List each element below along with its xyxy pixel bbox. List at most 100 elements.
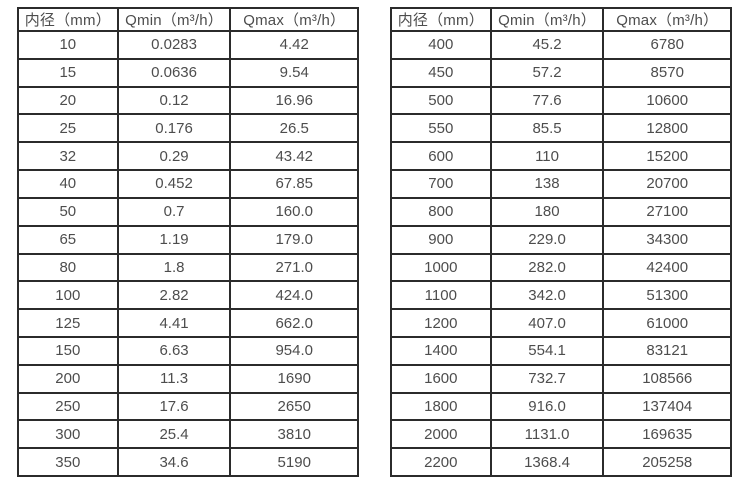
table-cell: 6.63 [116,335,232,366]
table-row: 350 34.6 5190 [17,447,359,477]
table-row: 1000 282.0 42400 [390,252,732,283]
table-row: 550 85.5 12800 [390,113,732,144]
table-cell: 1800 [390,391,492,422]
table-cell: 2200 [390,447,492,477]
table-cell: 32 [17,141,119,172]
table-cell: 67.85 [229,169,359,199]
table-cell: 1100 [390,280,492,311]
table-body: 400 45.2 6780 450 57.2 8570 500 77.6 10600 550 85.… [390,30,732,477]
column-header: 内径（mm） [390,7,492,32]
table-cell: 169635 [602,419,732,450]
table-cell: 34.6 [116,447,232,477]
table-cell: 2000 [390,419,492,450]
table-cell: 800 [390,196,492,227]
table-cell: 350 [17,447,119,477]
column-header: Qmax（m³/h） [602,7,732,32]
table-cell: 25.4 [116,419,232,450]
table-cell: 45.2 [489,30,605,60]
table-row: 65 1.19 179.0 [17,224,359,255]
table-cell: 137404 [602,391,732,422]
table-cell: 83121 [602,335,732,366]
table-cell: 282.0 [489,252,605,283]
header-row: 内径（mm） Qmin（m³/h） Qmax（m³/h） [390,7,732,32]
flow-rate-table-small-diameters: 内径（mm） Qmin（m³/h） Qmax（m³/h） 10 0.0283 4.42 1… [17,7,359,477]
table-cell: 160.0 [229,196,359,227]
table-cell: 0.7 [116,196,232,227]
column-header: Qmin（m³/h） [116,7,232,32]
table-cell: 42400 [602,252,732,283]
table-cell: 85.5 [489,113,605,144]
table-cell: 34300 [602,224,732,255]
table-cell: 1368.4 [489,447,605,477]
table-row: 125 4.41 662.0 [17,308,359,338]
table-row: 250 17.6 2650 [17,391,359,422]
table-cell: 1131.0 [489,419,605,450]
table-cell: 15 [17,57,119,88]
table-row: 25 0.176 26.5 [17,113,359,144]
table-cell: 900 [390,224,492,255]
table-row: 700 138 20700 [390,169,732,199]
table-cell: 400 [390,30,492,60]
table-cell: 0.0636 [116,57,232,88]
table-cell: 700 [390,169,492,199]
table-row: 50 0.7 160.0 [17,196,359,227]
table-cell: 61000 [602,308,732,338]
table-cell: 12800 [602,113,732,144]
table-row: 150 6.63 954.0 [17,335,359,366]
table-cell: 1.8 [116,252,232,283]
table-row: 200 11.3 1690 [17,363,359,394]
table-cell: 916.0 [489,391,605,422]
table-body: 10 0.0283 4.42 15 0.0636 9.54 20 0.12 16.96 25 0.1… [17,30,359,477]
table-cell: 0.0283 [116,30,232,60]
table-row: 600 110 15200 [390,141,732,172]
table-cell: 3810 [229,419,359,450]
table-row: 40 0.452 67.85 [17,169,359,199]
table-cell: 80 [17,252,119,283]
table-cell: 300 [17,419,119,450]
table-cell: 205258 [602,447,732,477]
table-cell: 125 [17,308,119,338]
table-row: 15 0.0636 9.54 [17,57,359,88]
table-cell: 50 [17,196,119,227]
table-cell: 110 [489,141,605,172]
table-cell: 954.0 [229,335,359,366]
table-cell: 27100 [602,196,732,227]
table-cell: 20 [17,85,119,116]
column-header: 内径（mm） [17,7,119,32]
table-row: 1100 342.0 51300 [390,280,732,311]
table-cell: 25 [17,113,119,144]
table-row: 2200 1368.4 205258 [390,447,732,477]
table-cell: 229.0 [489,224,605,255]
table-cell: 15200 [602,141,732,172]
flow-rate-table-large-diameters: 内径（mm） Qmin（m³/h） Qmax（m³/h） 400 45.2 6780 45… [390,7,732,477]
table-cell: 17.6 [116,391,232,422]
table-cell: 179.0 [229,224,359,255]
table-cell: 16.96 [229,85,359,116]
table-row: 32 0.29 43.42 [17,141,359,172]
table-row: 800 180 27100 [390,196,732,227]
table-cell: 10 [17,30,119,60]
table-row: 1400 554.1 83121 [390,335,732,366]
table-row: 400 45.2 6780 [390,30,732,60]
table-cell: 26.5 [229,113,359,144]
table-cell: 43.42 [229,141,359,172]
table-cell: 554.1 [489,335,605,366]
table-cell: 1.19 [116,224,232,255]
table-cell: 150 [17,335,119,366]
table-cell: 5190 [229,447,359,477]
table-cell: 4.42 [229,30,359,60]
table-cell: 2650 [229,391,359,422]
table-cell: 20700 [602,169,732,199]
table-cell: 271.0 [229,252,359,283]
table-row: 300 25.4 3810 [17,419,359,450]
table-cell: 407.0 [489,308,605,338]
table-cell: 450 [390,57,492,88]
table-row: 20 0.12 16.96 [17,85,359,116]
table-cell: 342.0 [489,280,605,311]
table-cell: 40 [17,169,119,199]
table-cell: 250 [17,391,119,422]
column-header: Qmax（m³/h） [229,7,359,32]
table-cell: 0.29 [116,141,232,172]
header-row: 内径（mm） Qmin（m³/h） Qmax（m³/h） [17,7,359,32]
